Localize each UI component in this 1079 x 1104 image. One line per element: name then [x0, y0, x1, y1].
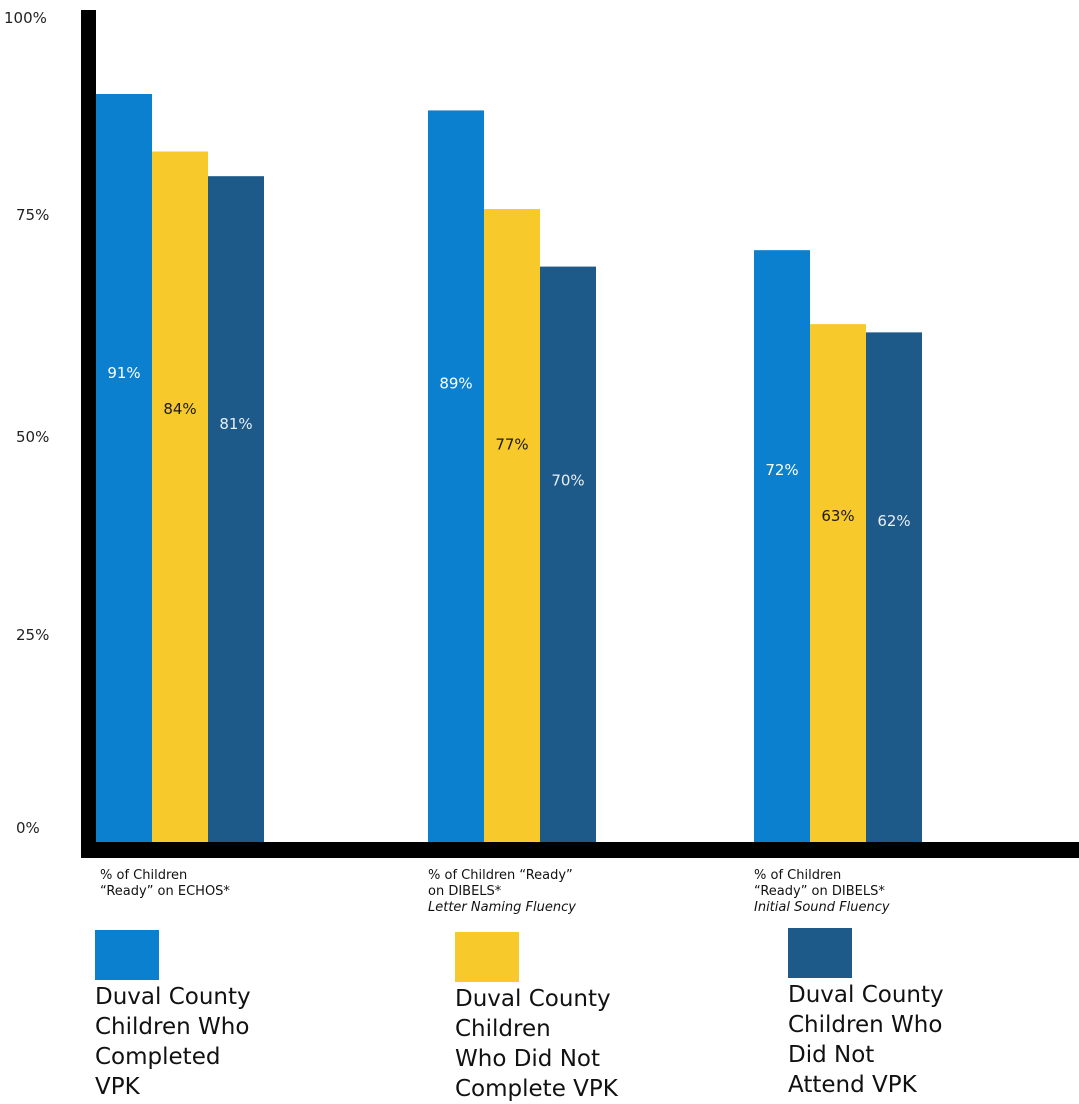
- category-label-dibels-isf: % of Children “Ready” on DIBELS* Initial…: [754, 868, 890, 916]
- y-tick-labels: 100% 75% 50% 25% 0%: [4, 9, 49, 837]
- data-label-s0-c0: 91%: [107, 364, 140, 382]
- legend-item-did-not-complete-vpk: Duval County Children Who Did Not Comple…: [455, 932, 685, 1104]
- category-label-line: % of Children: [100, 868, 188, 883]
- bar-s0-c0: [96, 93, 152, 843]
- bar-s1-c1: [484, 209, 540, 842]
- category-label-dibels-lnf: % of Children “Ready” on DIBELS* Letter …: [428, 868, 576, 916]
- legend-line: Complete VPK: [455, 1076, 618, 1102]
- data-label-s1-c1: 77%: [495, 436, 528, 454]
- category-sub-label: Letter Naming Fluency: [428, 900, 576, 915]
- bar-s0-c2: [754, 250, 810, 842]
- data-label-s0-c2: 72%: [765, 461, 798, 479]
- y-axis-line: [81, 10, 96, 858]
- bar-s1-c0: [152, 151, 208, 842]
- legend-item-did-not-attend-vpk: Duval County Children Who Did Not Attend…: [788, 928, 1018, 1100]
- data-label-s2-c1: 70%: [551, 471, 584, 489]
- legend-line: Who Did Not: [455, 1046, 601, 1072]
- data-label-s0-c1: 89%: [439, 374, 472, 392]
- legend-text: Duval County Children Who Did Not Attend…: [788, 980, 1008, 1100]
- bar-s2-c2: [866, 332, 922, 842]
- y-tick-75: 75%: [16, 206, 49, 224]
- bar-s0-c1: [428, 110, 484, 843]
- category-sub-label: Initial Sound Fluency: [754, 900, 890, 915]
- legend-line: Children Who: [95, 1014, 250, 1040]
- category-label-line: “Ready” on DIBELS*: [754, 884, 885, 899]
- legend-text: Duval County Children Who Did Not Comple…: [455, 984, 675, 1104]
- bars-layer: [96, 93, 922, 843]
- y-tick-50: 50%: [16, 428, 49, 446]
- category-label-line: “Ready” on ECHOS*: [100, 884, 230, 899]
- legend-text: Duval County Children Who Completed VPK: [95, 982, 315, 1102]
- y-tick-100: 100%: [4, 9, 47, 27]
- legend-item-completed-vpk: Duval County Children Who Completed VPK: [95, 930, 325, 1102]
- legend-line: VPK: [95, 1074, 140, 1100]
- category-label-line: % of Children “Ready”: [428, 868, 573, 883]
- legend-line: Attend VPK: [788, 1072, 917, 1098]
- bar-s2-c1: [540, 266, 596, 843]
- legend-line: Did Not: [788, 1042, 875, 1068]
- legend-swatch: [788, 928, 852, 978]
- legend-line: Duval County: [95, 984, 251, 1010]
- data-label-s2-c2: 62%: [877, 512, 910, 530]
- y-tick-0: 0%: [16, 819, 40, 837]
- y-tick-25: 25%: [16, 626, 49, 644]
- category-label-line: % of Children: [754, 868, 842, 883]
- legend-line: Duval County: [788, 982, 944, 1008]
- legend-swatch: [95, 930, 159, 980]
- legend-line: Children: [455, 1016, 551, 1042]
- x-axis-line: [81, 842, 1079, 858]
- data-labels-layer: 91% 89% 72% 84% 77% 63% 81% 70% 62%: [107, 364, 910, 530]
- data-label-s2-c0: 81%: [219, 415, 252, 433]
- legend-line: Duval County: [455, 986, 611, 1012]
- legend-line: Children Who: [788, 1012, 943, 1038]
- data-label-s1-c2: 63%: [821, 507, 854, 525]
- data-label-s1-c0: 84%: [163, 400, 196, 418]
- bar-s1-c2: [810, 324, 866, 842]
- category-label-echos: % of Children “Ready” on ECHOS*: [100, 868, 230, 900]
- category-label-line: on DIBELS*: [428, 884, 502, 899]
- legend-swatch: [455, 932, 519, 982]
- legend-line: Completed: [95, 1044, 221, 1070]
- bar-s2-c0: [208, 176, 264, 842]
